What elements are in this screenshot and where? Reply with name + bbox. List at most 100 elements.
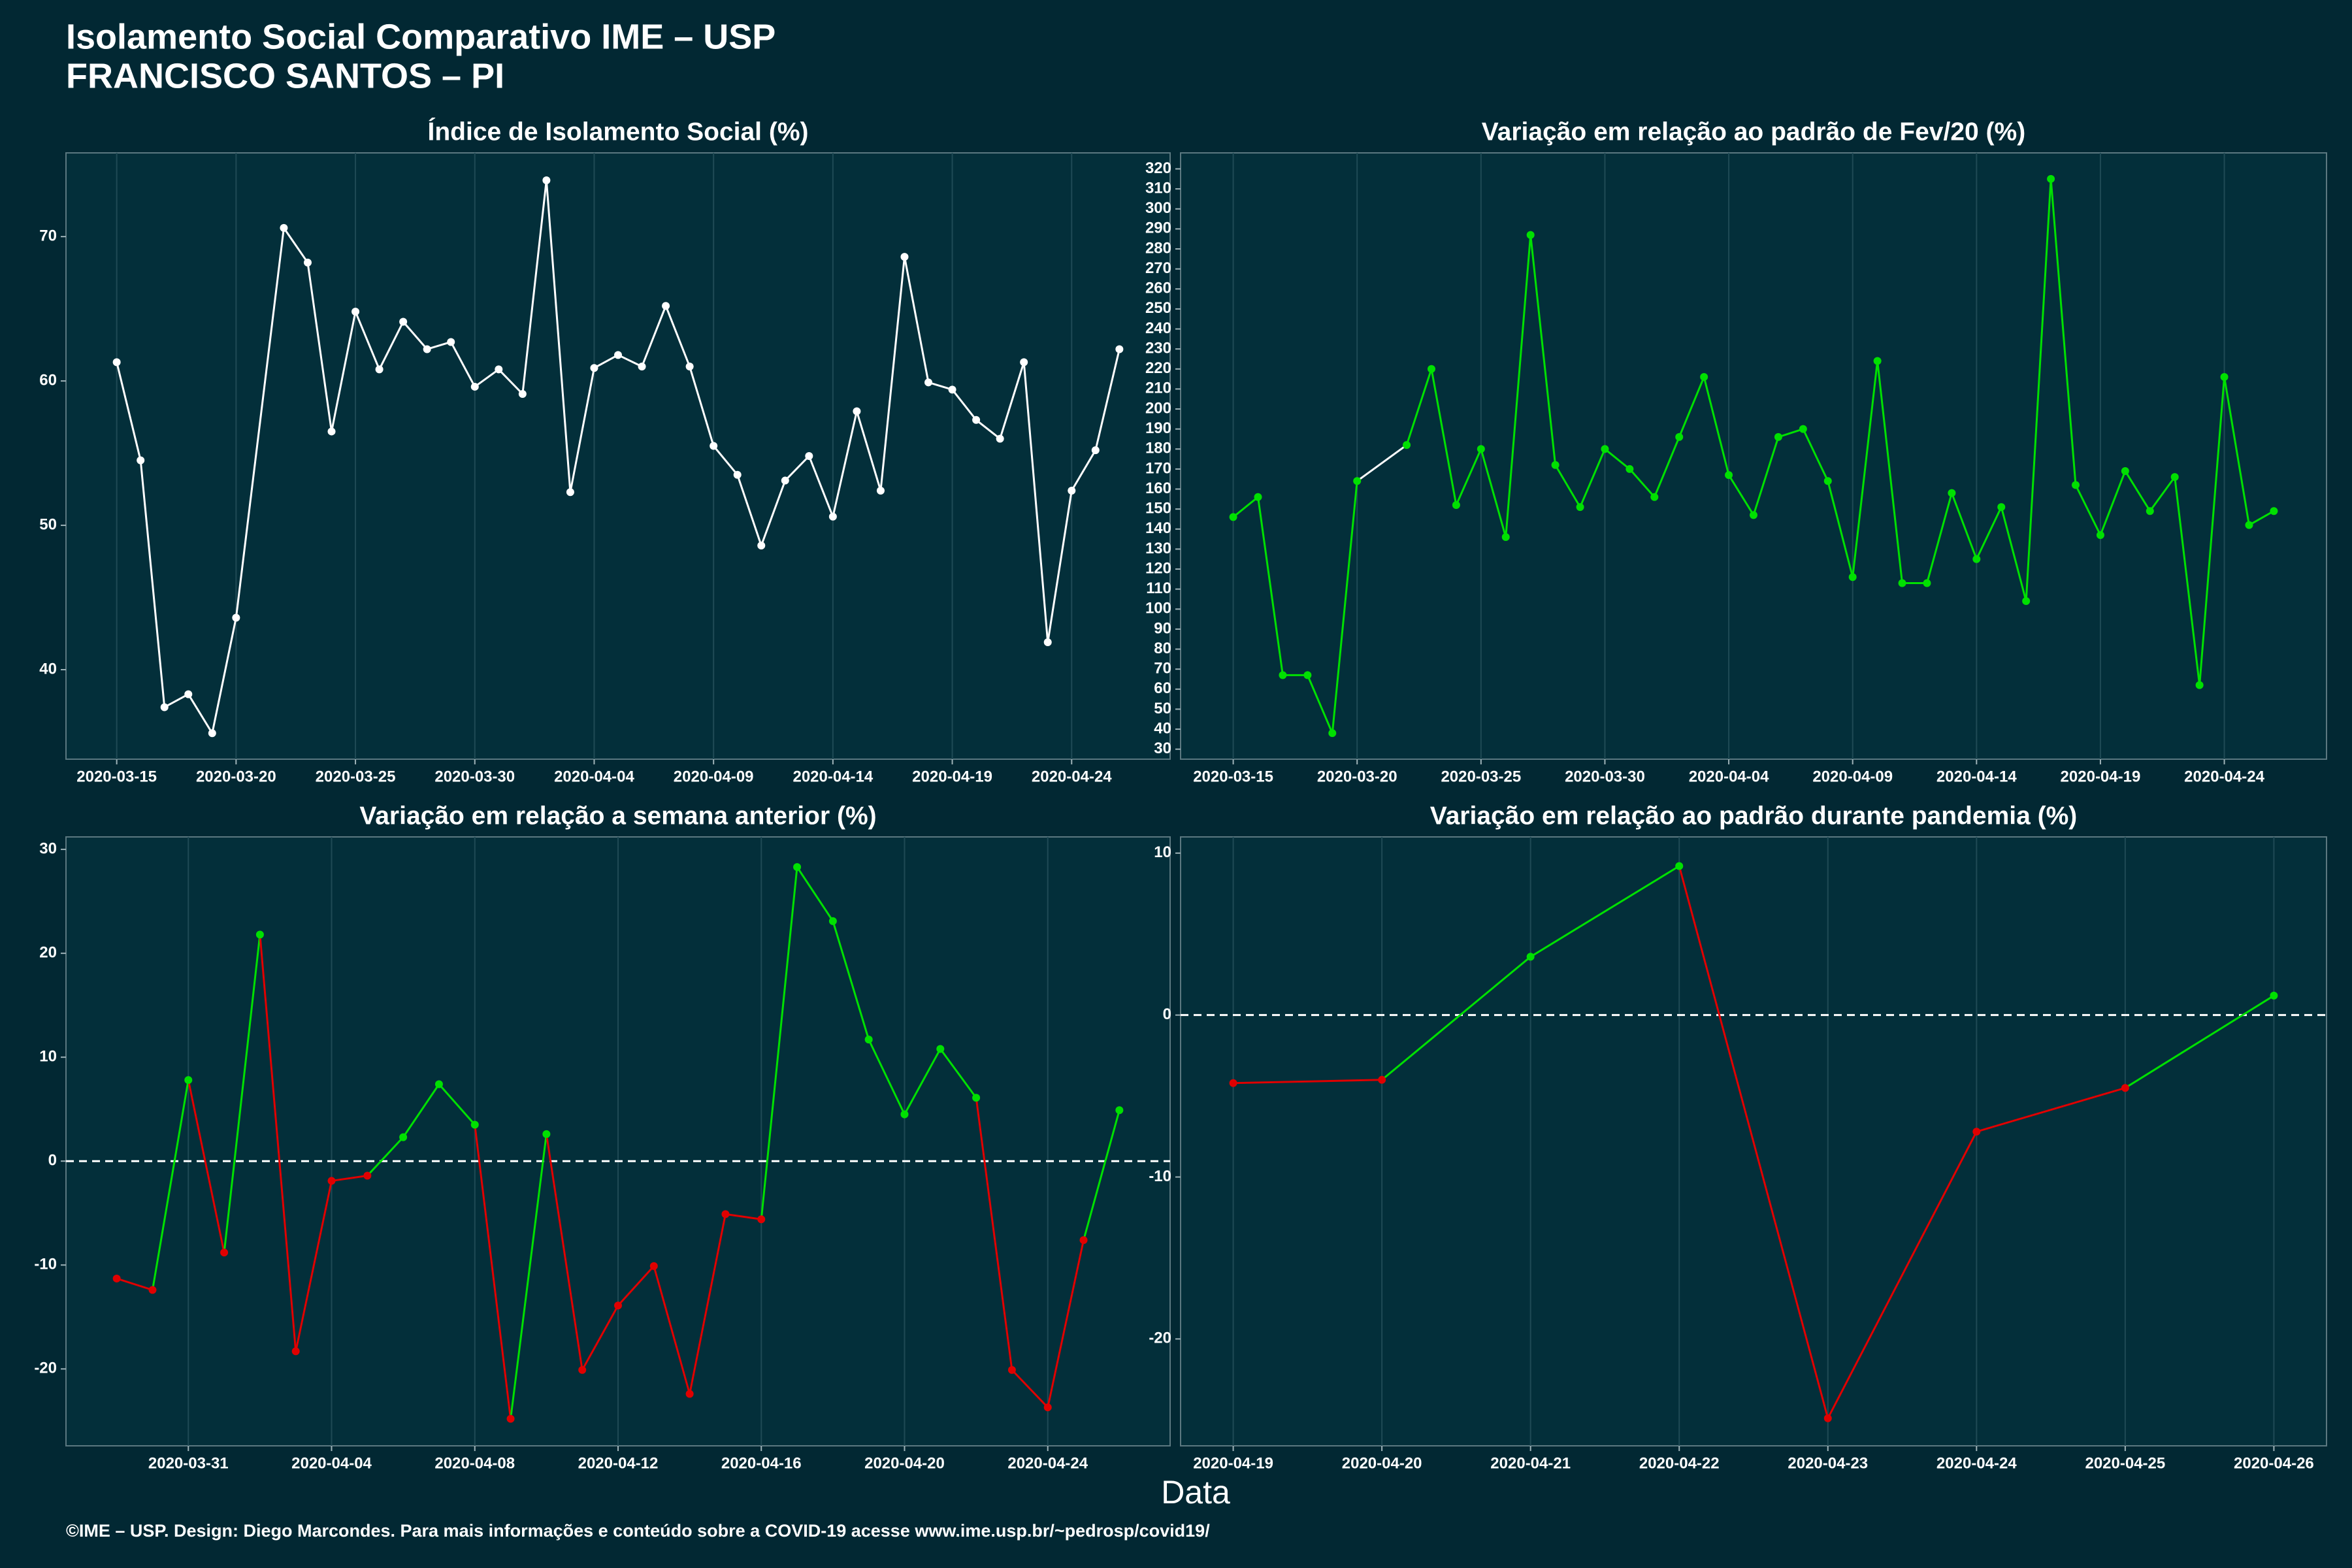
- line-segment: [545, 1134, 583, 1371]
- y-tick-label: 0: [48, 1152, 57, 1169]
- point: [112, 1274, 121, 1282]
- x-tick-label: 2020-04-14: [792, 768, 873, 785]
- line-segment: [1094, 349, 1120, 451]
- point: [1501, 533, 1510, 542]
- y-tick-label: 250: [1145, 299, 1171, 317]
- point: [721, 1210, 730, 1218]
- y-tick-label: 10: [39, 1048, 57, 1066]
- line-segment: [151, 1079, 189, 1290]
- plot-panel: [1180, 152, 2327, 760]
- point: [2270, 991, 2278, 1000]
- point: [2195, 681, 2204, 689]
- point: [506, 1414, 515, 1423]
- line-segment: [1356, 444, 1407, 482]
- x-tick-label: 2020-04-09: [674, 768, 754, 785]
- point: [1403, 441, 1411, 449]
- x-tick-label: 2020-04-04: [291, 1454, 372, 1472]
- line-segment: [211, 617, 237, 734]
- point: [1079, 1236, 1088, 1245]
- line-segment: [331, 1175, 368, 1182]
- point: [1353, 477, 1362, 485]
- x-tick-label: 2020-04-24: [2184, 768, 2264, 785]
- x-tick-label: 2020-03-31: [148, 1454, 229, 1472]
- line-segment: [367, 1136, 404, 1177]
- point: [614, 351, 622, 359]
- line-segment: [2198, 376, 2226, 685]
- x-tick-label: 2020-03-20: [196, 768, 276, 785]
- point: [638, 363, 646, 371]
- point: [853, 407, 861, 416]
- point: [1091, 446, 1100, 455]
- line-segment: [855, 411, 882, 491]
- line-segment: [1505, 235, 1532, 538]
- line-segment: [2248, 510, 2275, 526]
- line-segment: [808, 455, 834, 517]
- point: [2022, 597, 2031, 606]
- line-segment: [975, 419, 1001, 440]
- x-tick-label: 2020-04-22: [1639, 1454, 1720, 1472]
- line-segment: [1926, 493, 1953, 583]
- point: [614, 1301, 622, 1310]
- point: [2072, 481, 2080, 489]
- y-tick-label: 260: [1145, 280, 1171, 297]
- x-tick-label: 2020-04-12: [578, 1454, 659, 1472]
- point: [1043, 1403, 1052, 1412]
- line-segment: [1802, 429, 1829, 482]
- point: [1972, 555, 1981, 563]
- plot-panel: [65, 152, 1171, 760]
- point: [566, 488, 574, 497]
- line-segment: [713, 445, 738, 476]
- point: [996, 434, 1004, 443]
- y-tick-label: 70: [1154, 660, 1171, 678]
- x-tick-label: 2020-04-14: [1936, 768, 2017, 785]
- point: [900, 1110, 909, 1119]
- point: [662, 302, 670, 310]
- y-tick-label: 240: [1145, 319, 1171, 337]
- point: [710, 442, 718, 450]
- point: [2096, 531, 2104, 539]
- point: [2220, 373, 2229, 382]
- point: [1551, 461, 1560, 469]
- line-segment: [259, 934, 297, 1352]
- y-tick-label: 150: [1145, 500, 1171, 517]
- x-tick-label: 2020-03-30: [434, 768, 515, 785]
- line-segment: [796, 866, 834, 922]
- line-segment: [904, 1048, 941, 1115]
- point: [805, 452, 813, 460]
- line-segment: [1405, 368, 1433, 446]
- point: [1625, 465, 1634, 473]
- line-segment: [2174, 476, 2201, 685]
- line-segment: [1727, 474, 1755, 516]
- x-tick-label: 2020-04-24: [1007, 1454, 1088, 1472]
- point: [1043, 638, 1052, 647]
- line-segment: [187, 1079, 225, 1253]
- point: [1873, 357, 1882, 365]
- line-segment: [1678, 376, 1705, 438]
- y-tick-label: 80: [1154, 640, 1171, 657]
- line-segment: [736, 474, 762, 546]
- point: [1898, 579, 1906, 587]
- line-segment: [2025, 178, 2052, 602]
- line-segment: [664, 305, 691, 367]
- line-segment: [1232, 496, 1259, 518]
- line-segment: [1950, 493, 1978, 560]
- y-tick-label: 30: [39, 840, 57, 857]
- x-axis-label: Data: [1161, 1474, 1230, 1511]
- point: [434, 1080, 443, 1088]
- y-tick-label: 10: [1154, 843, 1171, 861]
- point: [208, 729, 216, 738]
- point: [1823, 1414, 1832, 1422]
- x-tick-label: 2020-03-20: [1317, 768, 1397, 785]
- point: [232, 613, 240, 622]
- line-segment: [569, 367, 595, 493]
- point: [1115, 345, 1124, 353]
- y-tick-label: 110: [1146, 580, 1171, 597]
- line-segment: [1331, 481, 1358, 734]
- y-tick-label: 160: [1145, 480, 1171, 497]
- point: [1452, 501, 1460, 510]
- line-segment: [1233, 1079, 1382, 1085]
- point: [1303, 671, 1312, 679]
- point: [948, 385, 956, 394]
- point: [1477, 445, 1485, 453]
- point: [363, 1171, 372, 1180]
